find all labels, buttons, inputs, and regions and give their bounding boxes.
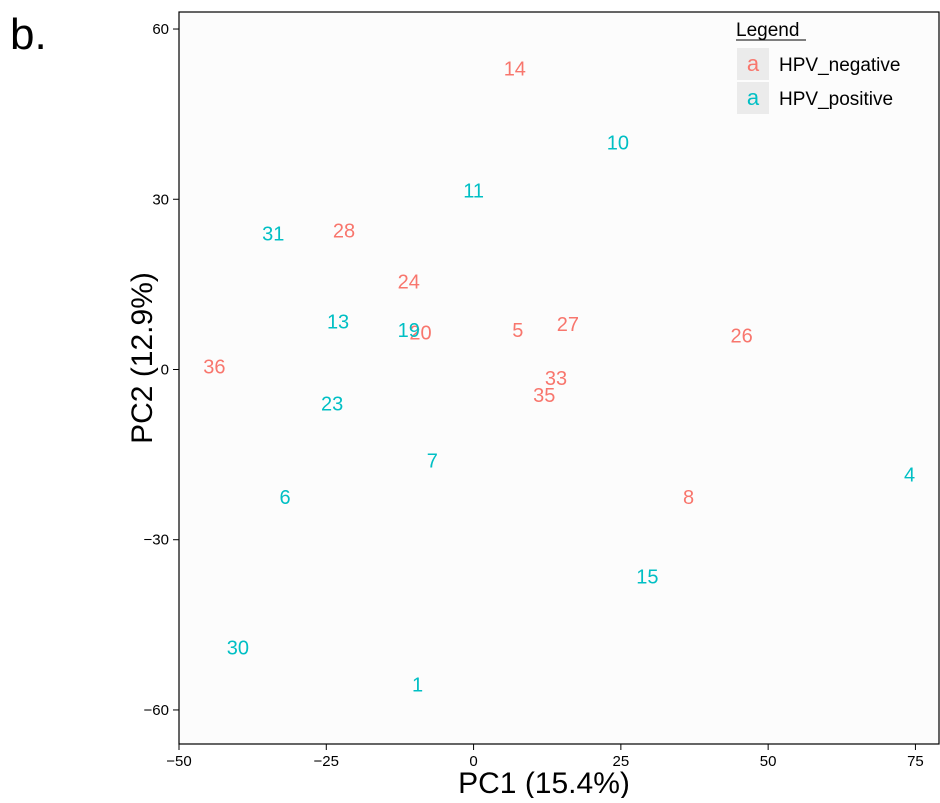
plot-panel bbox=[178, 11, 940, 745]
x-tick-label: 0 bbox=[469, 753, 477, 770]
legend-key-background bbox=[737, 82, 769, 114]
point-label: 36 bbox=[203, 357, 225, 379]
x-tick-label: −50 bbox=[166, 753, 191, 770]
y-tick-label: 0 bbox=[161, 361, 169, 378]
point-label: 1 bbox=[412, 674, 423, 696]
point-label: 5 bbox=[512, 320, 523, 342]
point-label: 7 bbox=[427, 450, 438, 472]
point-label: 24 bbox=[398, 272, 420, 294]
point-label: 8 bbox=[683, 487, 694, 509]
legend-key-glyph: a bbox=[747, 85, 760, 110]
x-tick-label: 75 bbox=[907, 753, 924, 770]
point-label: 27 bbox=[557, 314, 579, 336]
point-label: 10 bbox=[607, 133, 629, 155]
legend-entry-label: HPV_negative bbox=[779, 55, 900, 76]
legend-key-background bbox=[737, 48, 769, 80]
legend-key-glyph: a bbox=[747, 51, 760, 76]
legend-title: Legend bbox=[736, 20, 799, 41]
point-label: 23 bbox=[321, 394, 343, 416]
point-label: 35 bbox=[533, 385, 555, 407]
x-tick-label: −25 bbox=[314, 753, 339, 770]
legend-entry-label: HPV_positive bbox=[779, 89, 893, 110]
y-tick-label: −60 bbox=[144, 702, 169, 719]
point-label: 11 bbox=[463, 181, 484, 203]
point-label: 20 bbox=[409, 323, 431, 345]
point-label: 15 bbox=[636, 567, 658, 589]
point-label: 14 bbox=[504, 59, 526, 81]
y-tick-label: −30 bbox=[144, 532, 169, 549]
y-tick-label: 30 bbox=[152, 191, 169, 208]
x-axis-title: PC1 (15.4%) bbox=[458, 767, 630, 798]
x-tick-label: 25 bbox=[613, 753, 630, 770]
point-label: 33 bbox=[545, 368, 567, 390]
point-label: 4 bbox=[904, 464, 915, 486]
panel-label: b. bbox=[10, 10, 47, 59]
point-label: 30 bbox=[227, 638, 249, 660]
point-label: 26 bbox=[731, 325, 753, 347]
point-label: 28 bbox=[333, 220, 355, 242]
point-label: 6 bbox=[279, 487, 290, 509]
x-tick-label: 50 bbox=[760, 753, 777, 770]
point-label: 13 bbox=[327, 311, 349, 333]
point-label: 31 bbox=[262, 223, 284, 245]
point-label: 19 bbox=[398, 320, 420, 342]
y-axis-title: PC2 (12.9%) bbox=[126, 272, 159, 444]
y-tick-label: 60 bbox=[152, 21, 169, 38]
